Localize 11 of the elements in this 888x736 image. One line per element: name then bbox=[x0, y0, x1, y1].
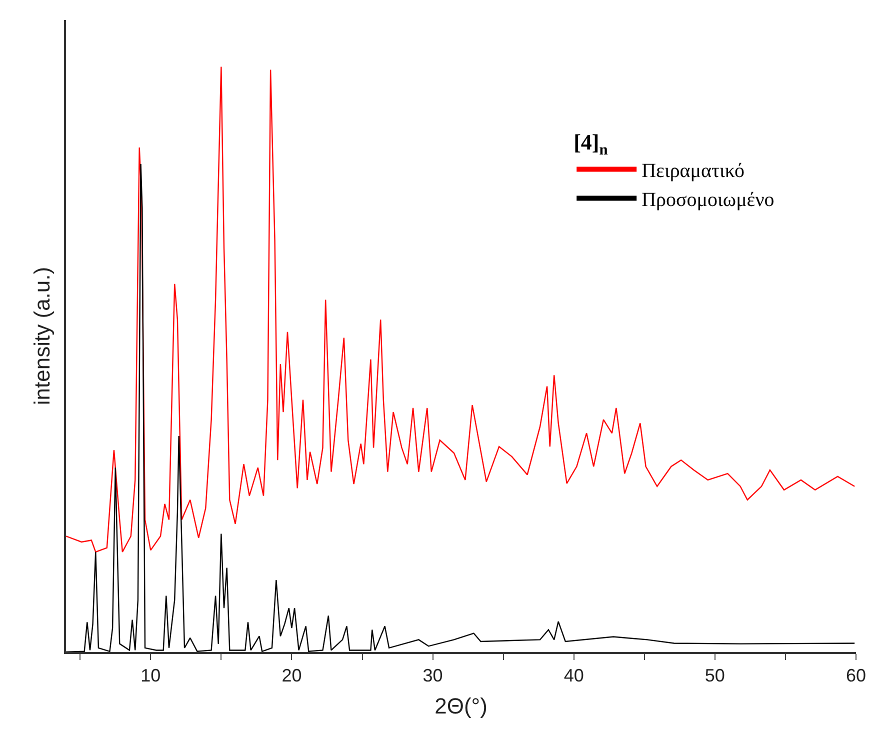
legend-label: Προσομοιωμένο bbox=[642, 189, 774, 212]
x-tick-label: 60 bbox=[846, 665, 866, 686]
x-axis-title: 2Θ(°) bbox=[434, 694, 488, 719]
x-tick-label: 30 bbox=[422, 665, 443, 686]
y-axis-title: intensity (a.u.) bbox=[30, 266, 55, 406]
x-tick-label: 40 bbox=[564, 665, 584, 686]
legend-title: [4]$_{n}$ bbox=[574, 130, 608, 158]
x-tick-label: 20 bbox=[282, 665, 302, 686]
x-tick-label: 10 bbox=[140, 665, 161, 686]
legend-label: Πειραματικό bbox=[642, 160, 745, 182]
x-tick-label: 50 bbox=[704, 665, 725, 686]
